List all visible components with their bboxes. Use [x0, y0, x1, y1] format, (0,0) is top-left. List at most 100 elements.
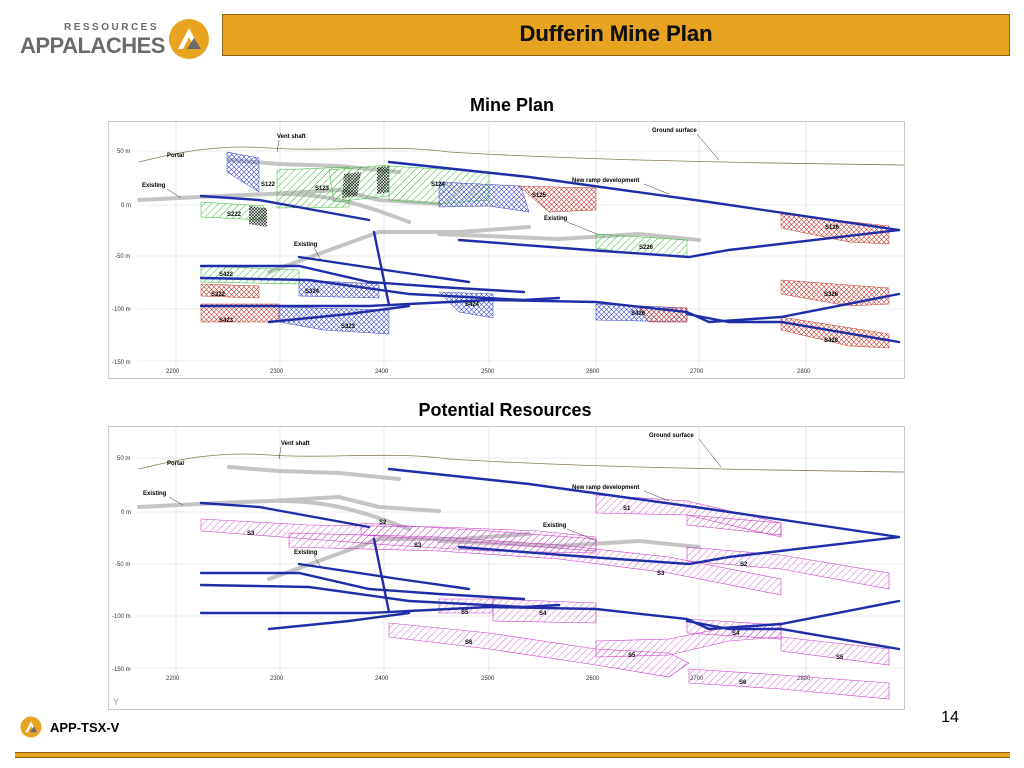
zone-s323: [278, 306, 390, 335]
label-s2: S2: [740, 562, 748, 568]
y-tick: 50 m: [117, 456, 130, 462]
zone-s1: [595, 494, 782, 538]
label-s125: S125: [532, 193, 547, 199]
label-s226: S226: [639, 245, 654, 251]
ground-surface-line: [138, 453, 905, 473]
label-existing-1: Existing: [143, 491, 167, 497]
title-bar: Dufferin Mine Plan: [222, 14, 1010, 56]
y-tick: 0 m: [121, 203, 131, 209]
x-tick: 2500: [481, 369, 495, 375]
label-s124: S124: [431, 182, 446, 188]
zone-s125: [518, 185, 597, 213]
label-s3: S3: [247, 531, 255, 537]
zone-s5c: [780, 636, 890, 666]
label-existing-3: Existing: [543, 523, 567, 529]
y-tick: -50 m: [115, 254, 130, 260]
zone-black1: [342, 172, 361, 198]
potential-zones: [200, 494, 890, 700]
zone-s322: [200, 283, 260, 299]
logo-main-word: APPALACHES: [20, 33, 165, 58]
label-s122: S122: [261, 182, 276, 188]
x-tick: 2400: [375, 676, 389, 682]
x-tick: 2800: [797, 369, 811, 375]
label-existing-3: Existing: [544, 216, 568, 222]
label-ground-surface: Ground surface: [652, 128, 697, 134]
label-s123: S123: [315, 186, 330, 192]
label-s6: S6: [465, 640, 473, 646]
zone-s1b: [686, 514, 782, 536]
footer-logo-icon: [20, 716, 42, 738]
label-s426: S426: [631, 311, 646, 317]
zone-s122: [226, 151, 260, 193]
y-tick: -150 m: [112, 667, 131, 673]
zone-s324: [298, 279, 380, 299]
label-s326: S326: [824, 292, 839, 298]
ramp-development: [199, 467, 901, 651]
label-s3: S3: [657, 571, 665, 577]
label-s5: S5: [628, 653, 636, 659]
label-s5: S5: [461, 610, 469, 616]
label-vent-shaft: Vent shaft: [277, 134, 306, 140]
label-s322: S322: [211, 292, 226, 298]
zone-s326: [780, 279, 890, 307]
zone-s6b: [688, 668, 890, 700]
y-tick: -50 m: [115, 562, 130, 568]
label-s2: S2: [379, 520, 387, 526]
section-title-potential-resources: Potential Resources: [418, 400, 592, 420]
zone-black3: [249, 206, 267, 227]
label-s323: S323: [341, 324, 356, 330]
label-s3: S3: [414, 543, 422, 549]
zone-s2b: [686, 546, 890, 590]
label-s6: S6: [739, 680, 747, 686]
x-tick: 2300: [270, 369, 284, 375]
zone-s6a: [388, 622, 690, 678]
label-existing-1: Existing: [142, 183, 166, 189]
x-tick: 2500: [481, 676, 495, 682]
label-s126: S126: [825, 225, 840, 231]
logo-top-word: RESSOURCES: [64, 22, 160, 33]
label-existing-2: Existing: [294, 242, 318, 248]
company-logo: RESSOURCES APPALACHES: [20, 18, 215, 68]
footer-divider: [15, 752, 1010, 758]
label-portal: Portal: [167, 461, 184, 467]
x-tick: 2400: [375, 369, 389, 375]
corner-marker: Y: [113, 697, 119, 707]
zone-s428: [780, 316, 890, 349]
label-s424: S424: [465, 302, 480, 308]
zone-s124b: [438, 181, 530, 213]
label-s4: S4: [732, 631, 740, 637]
y-tick: 50 m: [117, 149, 130, 155]
x-tick: 2600: [586, 676, 600, 682]
label-portal: Portal: [167, 153, 184, 159]
label-new-ramp: New ramp development: [572, 178, 639, 184]
y-tick: -100 m: [112, 614, 131, 620]
zone-black2: [377, 166, 389, 194]
x-tick: 2200: [166, 676, 180, 682]
label-s222: S222: [227, 212, 242, 218]
label-s1: S1: [623, 506, 631, 512]
x-tick: 2300: [270, 676, 284, 682]
zone-s126: [780, 213, 890, 245]
ground-surface-line: [138, 146, 905, 166]
mine-plan-diagram: 50 m 0 m -50 m -100 m -150 m 2200 2300 2…: [108, 121, 905, 379]
label-s4: S4: [539, 611, 547, 617]
zone-s4a: [492, 598, 597, 624]
y-tick: 0 m: [121, 510, 131, 516]
page-number: 14: [941, 709, 959, 726]
page-title: Dufferin Mine Plan: [519, 21, 713, 46]
label-ground-surface: Ground surface: [649, 433, 694, 439]
x-tick: 2600: [586, 369, 600, 375]
label-new-ramp: New ramp development: [572, 485, 639, 491]
y-tick: -150 m: [112, 360, 131, 366]
label-existing-2: Existing: [294, 550, 318, 556]
y-tick: -100 m: [112, 307, 131, 313]
ramp-development: [199, 160, 901, 344]
x-tick: 2200: [166, 369, 180, 375]
zone-s2a: [360, 522, 597, 552]
label-s428: S428: [824, 338, 839, 344]
section-title-mine-plan: Mine Plan: [469, 95, 554, 115]
ticker-symbol: APP-TSX-V: [50, 720, 120, 735]
label-s423: S423: [219, 318, 234, 324]
label-s324: S324: [305, 289, 320, 295]
label-s422: S422: [219, 272, 234, 278]
